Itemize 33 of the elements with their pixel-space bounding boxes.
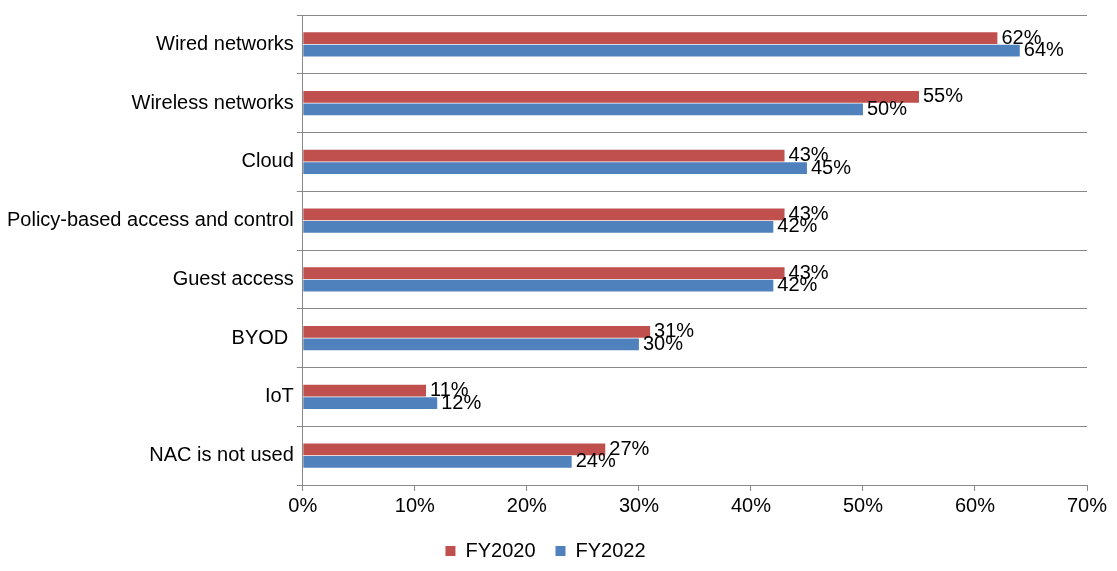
x-tick-label: 50% xyxy=(842,493,884,516)
x-tick-label: 40% xyxy=(730,493,772,516)
legend-label: FY2022 xyxy=(575,538,646,561)
x-tick-label: 0% xyxy=(288,493,318,516)
bar xyxy=(303,32,998,45)
y-tick-label: IoT xyxy=(264,384,294,407)
bar xyxy=(303,91,919,103)
bar xyxy=(303,162,807,174)
data-label: 55% xyxy=(922,84,964,107)
x-tick-label: 70% xyxy=(1066,493,1108,516)
legend-label: FY2020 xyxy=(465,538,536,561)
bar xyxy=(303,103,863,116)
bar xyxy=(303,455,572,468)
bar xyxy=(303,397,438,409)
bar xyxy=(303,44,1020,57)
x-tick-label: 60% xyxy=(954,493,996,516)
y-tick-label: Policy-based access and control xyxy=(6,208,294,231)
x-tick-label: 30% xyxy=(618,493,660,516)
y-tick-label: Wireless networks xyxy=(131,90,294,113)
bar xyxy=(303,384,427,397)
bar xyxy=(303,149,785,162)
y-tick-label: NAC is not used xyxy=(149,443,294,466)
bar xyxy=(303,220,774,233)
y-tick-label: Guest access xyxy=(172,266,294,289)
y-tick-label: Wired networks xyxy=(156,31,294,54)
bar xyxy=(303,338,639,351)
x-tick-label: 10% xyxy=(394,493,436,516)
x-tick-label: 20% xyxy=(506,493,548,516)
bar xyxy=(303,279,774,292)
y-tick-label: Cloud xyxy=(241,149,294,172)
y-tick-label: BYOD xyxy=(231,325,294,348)
bar xyxy=(303,326,651,338)
data-label: 50% xyxy=(866,96,908,119)
